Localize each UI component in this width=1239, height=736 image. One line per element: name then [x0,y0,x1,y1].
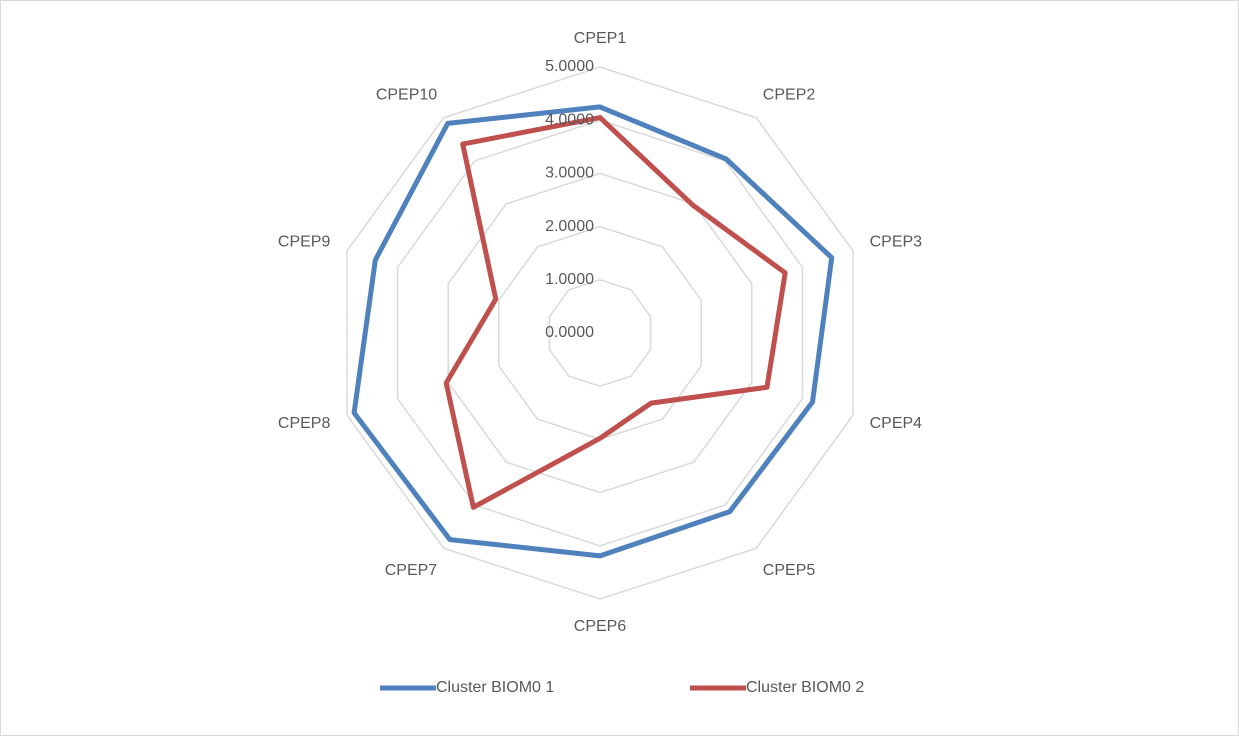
category-label: CPEP1 [574,30,627,47]
y-tick-label: 4.0000 [545,111,594,128]
category-label: CPEP5 [763,562,816,579]
series-line [351,104,835,559]
y-tick-label: 0.0000 [545,324,594,341]
category-label: CPEP4 [870,415,923,432]
grid-ring [548,279,652,387]
category-label: CPEP9 [278,233,331,250]
y-tick-label: 1.0000 [545,271,594,288]
grid-ring [447,172,753,494]
legend-label: Cluster BIOM0 2 [746,679,864,696]
category-label: CPEP3 [870,233,923,250]
category-label: CPEP10 [376,86,437,103]
y-tick-label: 3.0000 [545,165,594,182]
y-tick-label: 5.0000 [545,58,594,75]
category-label: CPEP7 [385,562,438,579]
grid-ring [346,66,854,600]
series-line [443,115,788,510]
legend-label: Cluster BIOM0 1 [436,679,554,696]
category-label: CPEP6 [574,618,627,635]
y-tick-label: 2.0000 [545,218,594,235]
grid-ring [396,119,804,547]
category-label: CPEP8 [278,415,331,432]
category-label: CPEP2 [763,86,816,103]
